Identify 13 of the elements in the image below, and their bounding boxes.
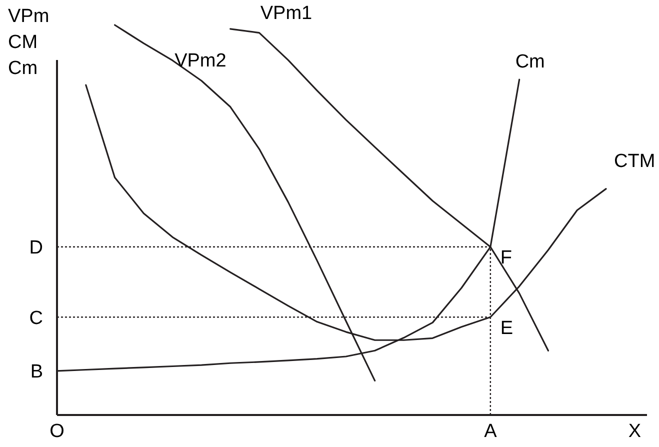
x-tick-label: A [484,421,498,442]
y-axis-title: VPm CM Cm [8,6,50,79]
ref-line-label: D [29,238,43,259]
series-label: CTM [614,150,656,172]
series-label: VPm1 [260,2,312,24]
x-tick-label: O [50,421,64,442]
annotation: E [500,318,514,339]
annotation: B [30,362,43,383]
series-label: Cm [515,52,545,73]
annotation: F [500,248,512,269]
series-label: VPm2 [174,50,226,72]
ref-line-label: C [29,308,43,329]
x-axis-title: X [628,421,642,442]
